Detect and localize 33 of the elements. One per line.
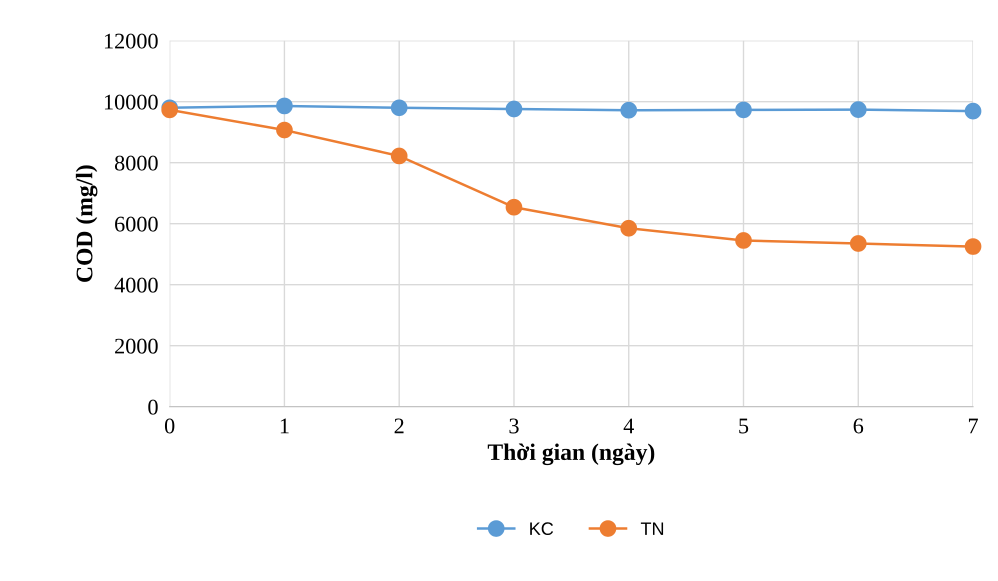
point	[620, 220, 638, 237]
y-axis-title: COD (mg/l)	[76, 165, 98, 282]
point	[850, 235, 867, 252]
point	[276, 122, 293, 138]
legend-label: KC	[530, 522, 554, 536]
y-tick-label: 6000	[115, 216, 158, 232]
y-tick-label: 8000	[114, 156, 158, 171]
x-tick-label: 6	[854, 418, 864, 434]
point	[850, 101, 867, 118]
point	[390, 99, 408, 116]
point	[964, 102, 982, 120]
y-tick-label: 4000	[114, 278, 158, 293]
x-tick-label: 1	[280, 418, 289, 434]
x-tick-label: 4	[624, 418, 634, 434]
x-tick-label: 7	[968, 418, 978, 434]
y-tick-label: 0	[148, 400, 158, 415]
x-axis-title: Thời gian (ngày)	[488, 444, 654, 466]
point	[506, 100, 522, 118]
x-tick-label: 2	[394, 418, 404, 434]
y-tick-label: 2000	[115, 338, 158, 354]
x-tick-label: 0	[164, 418, 174, 434]
point	[964, 238, 982, 255]
y-tick-label: 12000	[104, 34, 158, 49]
point	[735, 232, 752, 249]
point	[735, 102, 752, 118]
y-tick-label: 10000	[104, 94, 158, 110]
point	[276, 98, 293, 114]
point	[620, 102, 638, 119]
legend-label: TN	[640, 522, 664, 535]
point	[506, 198, 522, 216]
point	[390, 148, 408, 164]
x-tick-label: 3	[509, 418, 519, 434]
x-tick-label: 5	[739, 418, 748, 434]
